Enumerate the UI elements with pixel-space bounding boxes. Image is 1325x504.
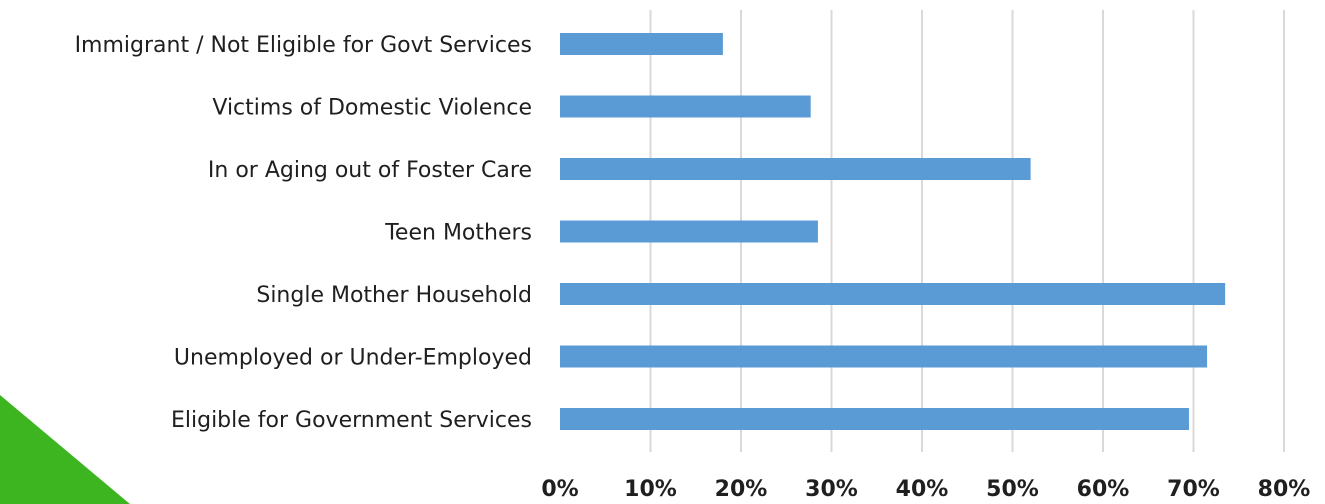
category-label: Teen Mothers [384, 221, 532, 246]
bars [560, 33, 1226, 430]
bar [560, 220, 818, 243]
category-label: Unemployed or Under-Employed [174, 346, 532, 371]
grid-lines [649, 10, 1285, 452]
x-tick-label: 50% [986, 477, 1039, 502]
category-label: Immigrant / Not Eligible for Govt Servic… [75, 33, 532, 58]
category-label: In or Aging out of Foster Care [208, 158, 532, 183]
x-axis-tick-labels: 0% 10% 20% 30% 40% 50% 60% 70% 80% [541, 477, 1310, 502]
bar [560, 95, 811, 118]
category-label: Eligible for Government Services [171, 408, 532, 433]
x-tick-label: 30% [805, 477, 858, 502]
x-tick-label: 70% [1167, 477, 1220, 502]
category-label: Victims of Domestic Violence [212, 96, 532, 121]
x-tick-label: 40% [896, 477, 949, 502]
x-tick-label: 80% [1258, 477, 1311, 502]
x-tick-label: 0% [541, 477, 578, 502]
bar [560, 283, 1226, 305]
x-tick-label: 10% [624, 477, 677, 502]
bar [560, 158, 1031, 180]
bar [560, 408, 1189, 430]
category-label: Single Mother Household [256, 283, 532, 308]
category-labels: Immigrant / Not Eligible for Govt Servic… [75, 33, 532, 433]
x-tick-label: 60% [1077, 477, 1130, 502]
bar [560, 345, 1208, 368]
x-tick-label: 20% [715, 477, 768, 502]
bar [560, 33, 723, 55]
green-corner-accent [0, 395, 130, 504]
